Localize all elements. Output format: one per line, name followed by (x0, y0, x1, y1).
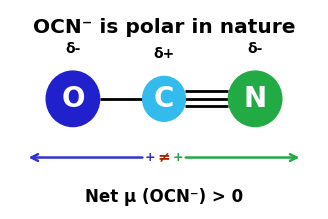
Text: O: O (61, 85, 85, 113)
Text: +: + (145, 151, 155, 164)
Text: δ-: δ- (65, 42, 81, 56)
Text: δ-: δ- (247, 42, 263, 56)
Text: ≠: ≠ (158, 150, 170, 165)
Text: +: + (173, 151, 183, 164)
Text: N: N (243, 85, 267, 113)
Text: C: C (154, 85, 174, 113)
Ellipse shape (46, 71, 100, 127)
Text: Net μ (OCN⁻) > 0: Net μ (OCN⁻) > 0 (85, 187, 243, 206)
Text: OCN⁻ is polar in nature: OCN⁻ is polar in nature (33, 18, 295, 37)
Ellipse shape (143, 76, 185, 121)
Ellipse shape (228, 71, 282, 127)
Text: δ+: δ+ (154, 48, 174, 62)
